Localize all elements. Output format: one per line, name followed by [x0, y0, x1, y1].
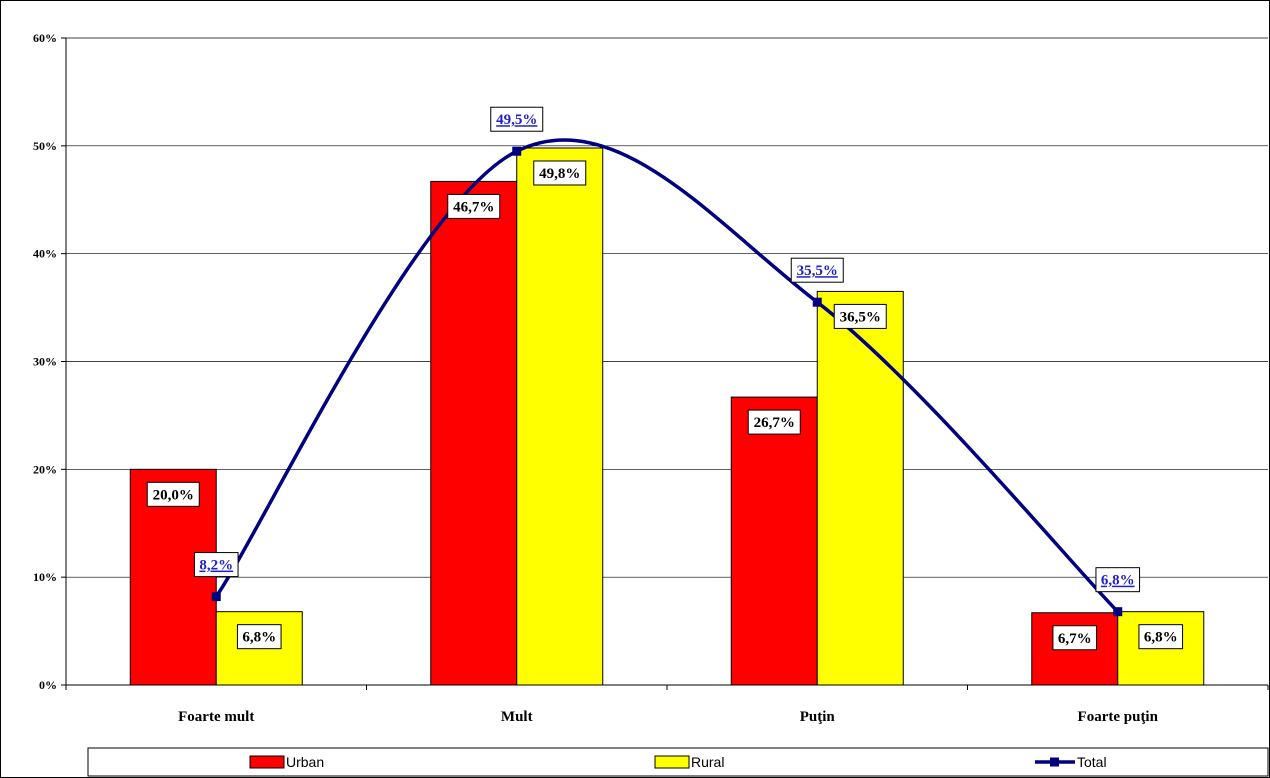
y-tick-label: 50%	[33, 139, 57, 153]
legend-swatch-rural	[654, 755, 690, 769]
legend: Urban Rural Total	[87, 747, 1269, 777]
bar-urban	[730, 396, 818, 686]
point-total	[512, 146, 522, 156]
point-label-total-box	[490, 106, 544, 132]
point-total	[211, 592, 221, 602]
point-label-total-box	[790, 257, 844, 283]
legend-swatch-urban	[249, 755, 285, 769]
bar-label-urban-box	[1052, 625, 1098, 651]
point-label-total: 35,5%	[797, 263, 838, 279]
x-tick-label: Puţin	[800, 709, 836, 725]
bar-label-urban: 20,0%	[153, 487, 194, 503]
bar-label-rural: 49,8%	[539, 166, 580, 182]
total-line	[211, 138, 1123, 617]
point-total	[1113, 607, 1123, 617]
bars	[129, 147, 1205, 686]
legend-label-rural: Rural	[691, 754, 724, 770]
gridlines	[66, 37, 1268, 578]
x-axis-ticks: Foarte mult Mult Puţin Foarte puţin	[178, 709, 1158, 725]
data-labels: 20,0% 46,7% 26,7% 6,7% 6,8% 49,8% 36,5% 6,8% 8,2…	[146, 106, 1184, 651]
bar-label-rural: 6,8%	[1144, 630, 1178, 646]
line-total	[214, 138, 1120, 613]
y-tick-label: 0%	[39, 678, 57, 692]
point-label-total: 6,8%	[1101, 573, 1135, 589]
bar-label-urban-box	[447, 193, 501, 219]
bar-label-urban: 46,7%	[453, 199, 494, 215]
bar-label-urban: 26,7%	[754, 415, 795, 431]
y-tick-label: 10%	[33, 570, 57, 584]
bar-label-rural-box	[833, 303, 887, 329]
y-tick-label: 60%	[33, 31, 57, 45]
bar-rural	[516, 147, 604, 686]
y-tick-label: 30%	[33, 355, 57, 369]
x-tick-label: Foarte mult	[178, 709, 254, 725]
legend-label-urban: Urban	[286, 754, 324, 770]
bar-label-rural: 6,8%	[242, 630, 276, 646]
x-tick-label: Foarte puţin	[1078, 709, 1159, 725]
legend-label-total: Total	[1077, 754, 1107, 770]
bar-rural	[816, 290, 904, 686]
axes	[61, 37, 1269, 690]
bar-urban	[430, 180, 518, 686]
point-total	[812, 297, 822, 307]
bar-label-rural-box	[1138, 624, 1184, 650]
bar-label-rural-box	[236, 624, 282, 650]
y-tick-label: 20%	[33, 462, 57, 476]
point-label-total: 49,5%	[496, 112, 537, 128]
x-tick-label: Mult	[501, 709, 533, 725]
bar-label-rural-box	[533, 160, 587, 186]
bar-label-urban: 6,7%	[1058, 631, 1092, 647]
point-label-total-box	[1095, 567, 1141, 593]
bar-label-urban-box	[146, 481, 200, 507]
y-axis-ticks: 0% 10% 20% 30% 40% 50% 60%	[33, 31, 57, 692]
point-label-total: 8,2%	[199, 558, 233, 574]
legend-marker-total	[1050, 757, 1059, 767]
point-label-total-box	[193, 552, 239, 578]
bar-label-rural: 36,5%	[840, 309, 881, 325]
y-tick-label: 40%	[33, 247, 57, 261]
bar-label-urban-box	[747, 409, 801, 435]
